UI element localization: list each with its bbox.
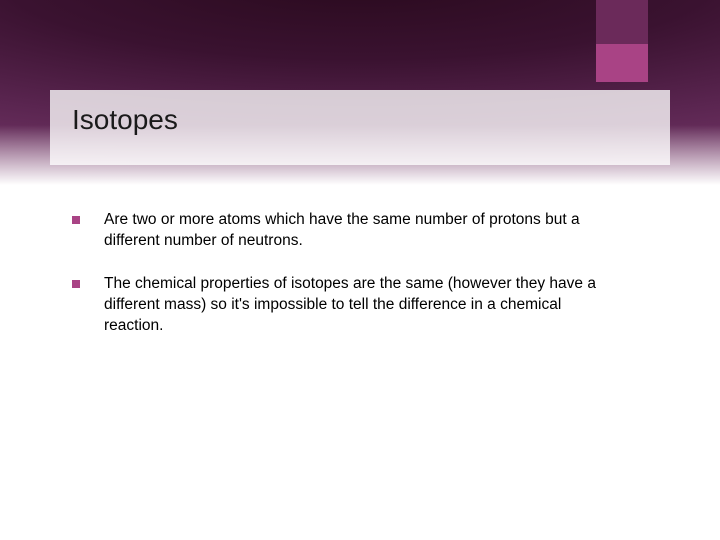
slide-body: Are two or more atoms which have the sam… bbox=[72, 210, 632, 359]
bullet-item: Are two or more atoms which have the sam… bbox=[72, 210, 632, 252]
title-container: Isotopes bbox=[50, 90, 670, 165]
accent-bookmark-bottom bbox=[596, 44, 648, 82]
bullet-text: Are two or more atoms which have the sam… bbox=[104, 210, 604, 252]
bullet-square-icon bbox=[72, 280, 80, 288]
bullet-square-icon bbox=[72, 216, 80, 224]
slide-title: Isotopes bbox=[72, 104, 648, 136]
accent-bookmark-top bbox=[596, 0, 648, 44]
accent-bookmark bbox=[596, 0, 648, 82]
bullet-item: The chemical properties of isotopes are … bbox=[72, 274, 632, 337]
bullet-text: The chemical properties of isotopes are … bbox=[104, 274, 604, 337]
